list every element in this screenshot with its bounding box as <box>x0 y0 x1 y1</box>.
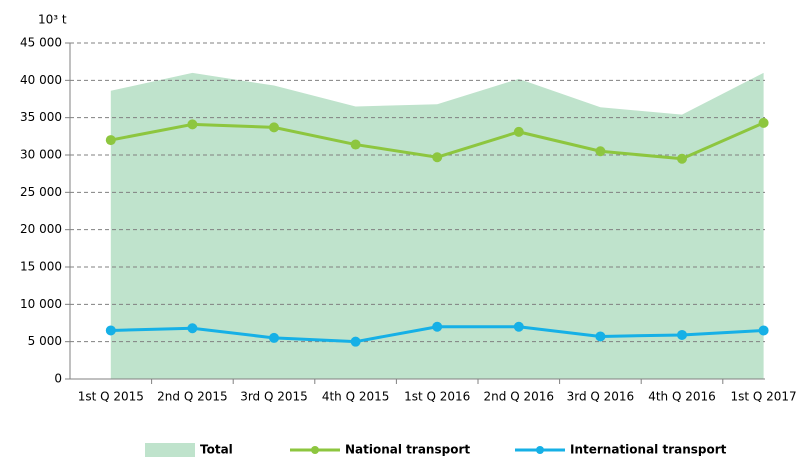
x-tick-label: 1st Q 2015 <box>78 390 144 404</box>
marker <box>269 332 279 343</box>
legend-label: Total <box>200 443 233 457</box>
y-tick-label: 20 000 <box>20 222 62 236</box>
y-tick-label: 5 000 <box>28 334 62 348</box>
y-tick-label: 10 000 <box>20 297 62 311</box>
area <box>110 72 764 379</box>
legend-marker <box>311 446 319 454</box>
marker <box>105 135 116 146</box>
legend-swatch <box>145 443 195 457</box>
x-tick-label: 1st Q 2017 <box>730 390 796 404</box>
y-tick-label: 0 <box>54 372 62 386</box>
y-tick-label: 40 000 <box>20 73 62 87</box>
x-tick-label: 2nd Q 2016 <box>484 390 554 404</box>
y-tick-label: 45 000 <box>20 36 62 50</box>
marker <box>677 153 687 164</box>
marker <box>187 119 198 130</box>
legend-label: National transport <box>345 443 470 457</box>
x-tick-label: 1st Q 2016 <box>404 390 470 404</box>
y-tick-label: 30 000 <box>20 148 62 162</box>
marker <box>432 321 443 332</box>
y-tick-label: 25 000 <box>20 185 62 199</box>
marker <box>513 321 524 332</box>
legend-marker <box>536 446 544 454</box>
marker <box>595 331 606 342</box>
marker <box>758 117 769 128</box>
legend: Total National transport International tra… <box>145 443 727 457</box>
marker <box>187 323 198 334</box>
marker <box>432 152 443 163</box>
x-tick-label: 3rd Q 2015 <box>240 390 308 404</box>
marker <box>758 325 769 336</box>
x-tick-label: 2nd Q 2015 <box>157 390 227 404</box>
marker <box>513 126 524 137</box>
legend-label: International transport <box>570 443 727 457</box>
marker <box>350 139 361 150</box>
x-tick-label: 4th Q 2016 <box>648 390 716 404</box>
y-tick-label: 35 000 <box>20 110 62 124</box>
x-tick-label: 4th Q 2015 <box>322 390 390 404</box>
marker <box>677 329 687 340</box>
marker <box>595 146 606 157</box>
marker <box>350 336 361 347</box>
y-tick-label: 15 000 <box>20 260 62 274</box>
y-unit: 10³ t <box>38 13 67 27</box>
marker <box>105 325 116 336</box>
marker <box>269 122 279 133</box>
x-tick-label: 3rd Q 2016 <box>567 390 635 404</box>
